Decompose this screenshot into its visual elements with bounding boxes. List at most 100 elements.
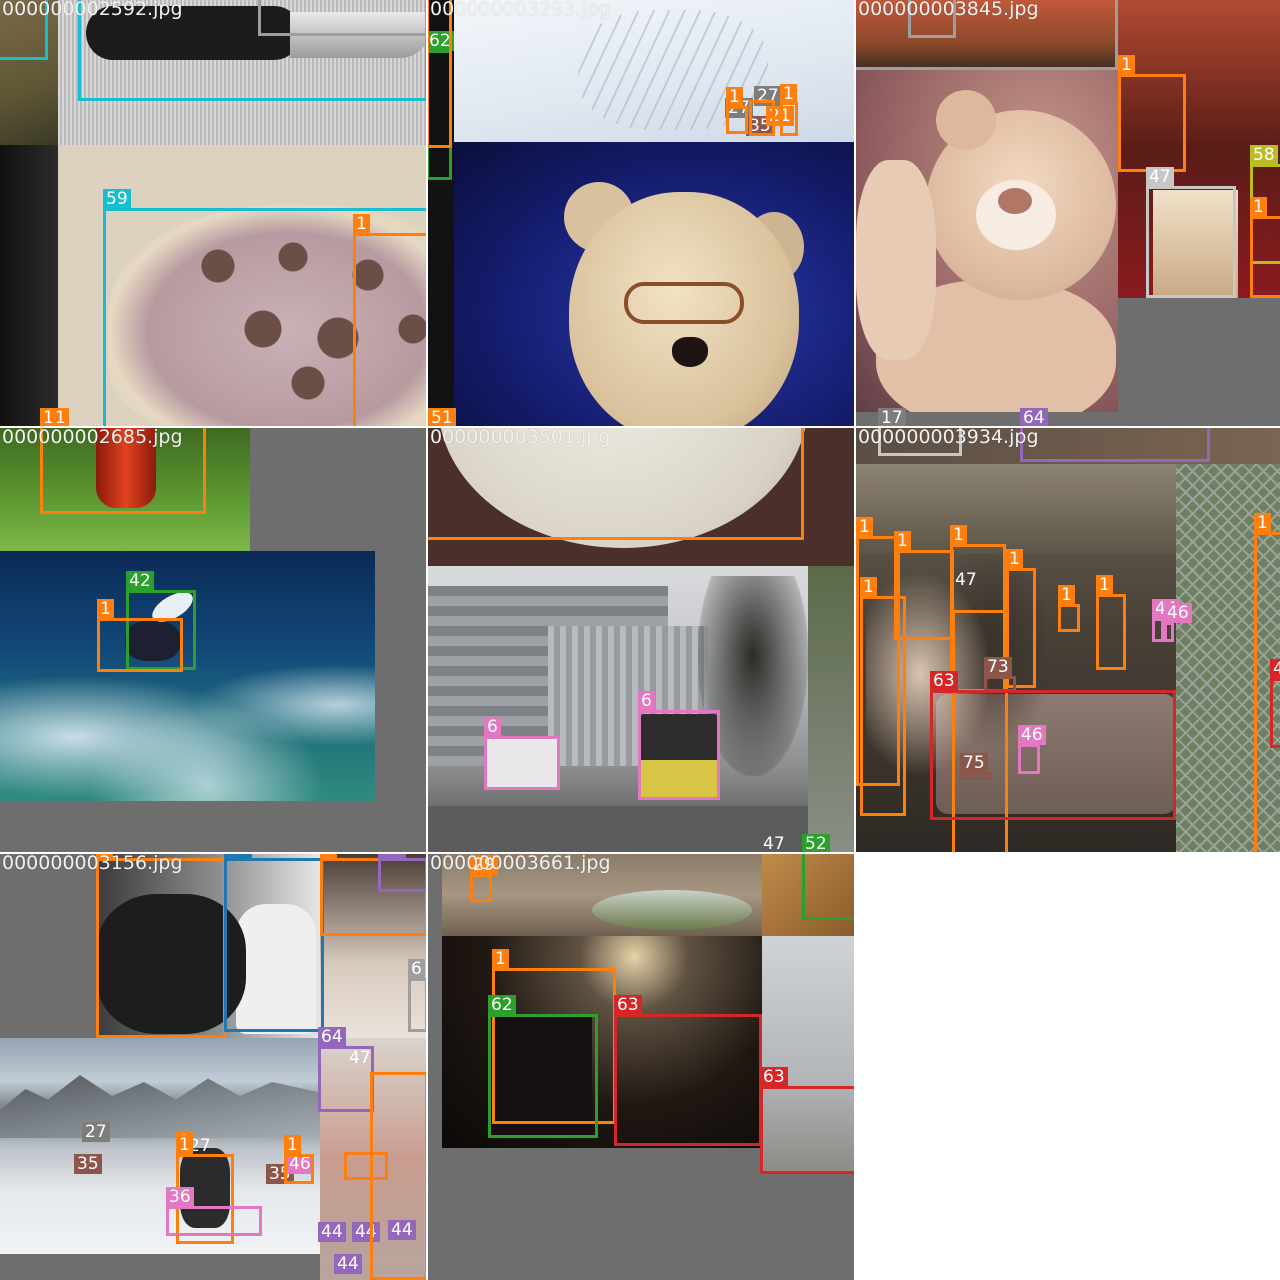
box-label: 59 <box>103 189 131 209</box>
photo-pizza <box>58 145 426 426</box>
box-grass <box>0 0 48 60</box>
bear-nose <box>998 188 1032 214</box>
photo-white-room <box>762 936 854 1174</box>
box-label: 1 <box>492 949 509 969</box>
tile-5: 6 6 47 52 000000003501.jpg <box>428 428 854 852</box>
box-label: 42 <box>126 571 154 591</box>
box-label: 6 <box>484 717 501 737</box>
box-object: 75 <box>960 753 992 780</box>
box-person: 1 <box>1058 585 1080 632</box>
box-person <box>370 1072 426 1280</box>
box-person: 1 <box>96 854 226 1038</box>
edge-label: 35 <box>74 1154 102 1174</box>
box-label: 63 <box>614 995 642 1015</box>
box-label: 75 <box>960 753 988 773</box>
box-person: 1 <box>353 214 426 426</box>
toilet-bowl <box>236 904 316 1034</box>
box-food <box>908 0 956 38</box>
box-bus: 6 <box>484 717 560 790</box>
box-paper <box>258 0 426 36</box>
box-label: 36 <box>166 1187 194 1207</box>
edge-label: 1 <box>780 84 797 104</box>
road <box>428 806 808 852</box>
edge-label: 44 <box>318 1222 346 1242</box>
box-label: 47 <box>1146 167 1174 187</box>
photo-toilet <box>96 854 320 1038</box>
tile-filename: 000000003501.jpg <box>430 428 611 448</box>
box-label: 4 <box>1270 659 1280 679</box>
photo-edge <box>808 566 854 852</box>
box-cup: 47 <box>1146 167 1236 298</box>
drink-cup <box>1153 190 1238 298</box>
edge-label: 17 <box>878 408 906 426</box>
person-dark <box>96 894 246 1034</box>
puddle <box>592 890 752 930</box>
box-label: 1 <box>1058 585 1075 605</box>
edge-label: 47 <box>763 834 785 852</box>
box-label: 1 <box>353 214 370 234</box>
box-bus: 6 <box>638 691 720 800</box>
box-label: 1 <box>726 87 743 107</box>
tile-filename: 000000003661.jpg <box>430 854 611 874</box>
tile-1: 59 1 1 1 000000002592.jpg <box>0 0 426 426</box>
box-bowl <box>856 0 1118 70</box>
edge-label: 44 <box>388 1220 416 1240</box>
surfer <box>125 621 180 661</box>
box-label: 46 <box>1018 725 1046 745</box>
pizza-toppings <box>158 230 426 410</box>
box-toilet: 70 <box>224 854 324 1032</box>
box-label: 6 <box>408 959 425 979</box>
box-label: 62 <box>488 995 516 1015</box>
tile-8: 29 1 62 63 63 000000003661.jpg <box>428 854 854 1280</box>
box-label: 58 <box>1250 145 1278 165</box>
photo-teddy-pink <box>856 70 1118 412</box>
photo-teddy <box>454 142 854 426</box>
photo-street <box>428 566 808 852</box>
box-sandwich: 54 <box>378 854 426 892</box>
box-person: 29 <box>470 855 498 902</box>
box-label: 6 <box>638 691 655 711</box>
photo-plate <box>428 428 854 566</box>
edge-label: 1 <box>52 408 69 426</box>
edge-label: 27 <box>82 1122 110 1142</box>
box-label: 73 <box>984 657 1012 677</box>
edge-label: 47 <box>349 1048 371 1068</box>
teddy-head <box>569 192 799 426</box>
photo-surfer <box>0 551 375 801</box>
photo-food-top <box>856 0 1118 70</box>
box-label: 1 <box>894 531 911 551</box>
box-label: 29 <box>470 855 498 875</box>
box-label: 54 <box>378 854 406 859</box>
box-tv: 62 <box>488 995 598 1138</box>
teddy-glasses <box>624 282 744 324</box>
box-dining-table <box>428 428 804 540</box>
box-label: 1 <box>950 525 967 545</box>
box-label: 1 <box>1096 575 1113 595</box>
box-surfboard: 42 <box>126 571 196 670</box>
bus-yellow <box>640 714 718 798</box>
box-label: 1 <box>1254 513 1271 533</box>
box-person: 1 <box>1254 513 1280 852</box>
photo-dark-strip <box>0 145 58 426</box>
box-person: 1 <box>97 599 183 672</box>
edge-label: 52 <box>802 834 830 852</box>
photo-dark-room <box>442 936 762 1148</box>
box-vase: 44 <box>1152 599 1180 642</box>
bear-small <box>856 160 936 360</box>
box-person <box>780 102 798 136</box>
box-label: 1 <box>96 854 113 859</box>
box-plant <box>1020 428 1210 462</box>
box-plant: 64 <box>318 1027 374 1112</box>
edge-label: 44 <box>334 1254 362 1274</box>
photo-grass <box>0 0 58 145</box>
box-chair: 63 <box>614 995 762 1146</box>
box-label: 46 <box>1164 603 1192 623</box>
photo-room <box>856 464 1176 852</box>
tile-2: 62 1 27 27 1 35 21 51 000000003293.jpg <box>428 0 854 426</box>
box-chair: 63 <box>760 1067 854 1174</box>
edge-label: 64 <box>1020 408 1048 426</box>
tile-6: 1 1 1 47 1 1 1 1 44 46 73 63 46 75 1 4 0… <box>856 428 1280 852</box>
box-plant <box>878 428 962 456</box>
photo-knife <box>58 0 426 145</box>
